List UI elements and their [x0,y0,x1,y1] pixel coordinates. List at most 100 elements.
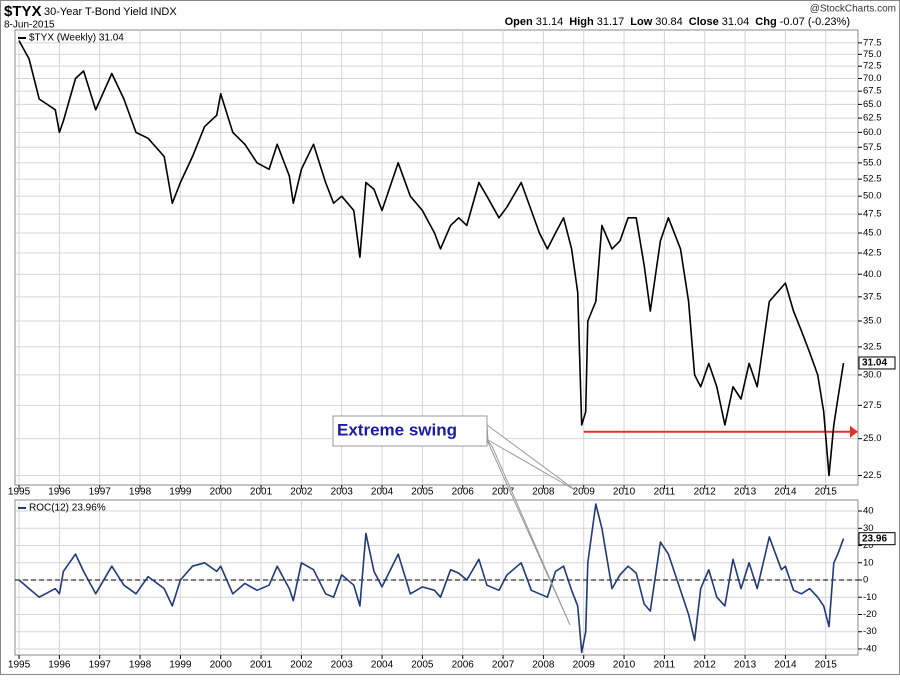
x-tick-label: 2012 [694,487,717,498]
y-tick-label: 25.0 [863,433,882,444]
callout-box [332,415,488,447]
chart-subtitle: 30-Year T-Bond Yield INDX [44,6,177,18]
x-tick-label: 1999 [169,487,192,498]
reference-arrow [850,425,858,438]
x-tick-label: 2004 [371,660,394,671]
last-value-box [858,356,896,370]
quote-value: 31.04 [722,16,750,28]
x-tick-label: 1998 [129,660,152,671]
y-tick-label: 30.0 [863,369,882,380]
x-tick-label: 2006 [452,487,475,498]
quote-label: Open [505,16,533,28]
x-tick-label: 2005 [411,487,434,498]
x-tick-label: 2001 [250,660,273,671]
x-tick-label: 2014 [774,487,797,498]
y-tick-label: 50.0 [863,191,882,202]
x-tick-label: 2008 [532,487,555,498]
x-tick-label: 1996 [48,660,71,671]
last-value-box [858,532,896,546]
x-tick-label: 1998 [129,487,152,498]
chart-title: $TYX [4,3,42,20]
y-tick-label: 52.5 [863,174,882,185]
x-tick-label: 2011 [654,660,676,671]
source: @StockCharts.com [810,4,896,15]
x-tick-label: 2006 [452,660,475,671]
series-line [18,40,845,477]
y-tick-label: 55.0 [863,157,882,168]
y-tick-label: 37.5 [863,291,882,302]
plot-frame [14,29,859,486]
callout: Extreme swing [332,415,576,626]
quote-value: 31.14 [536,16,564,28]
quote-label: High [569,16,594,28]
x-tick-label: 2001 [250,487,273,498]
x-tick-label: 2011 [654,487,676,498]
x-tick-label: 2000 [210,487,233,498]
x-tick-label: 2000 [210,660,233,671]
plot-frame [14,499,859,656]
y-tick-label: 62.5 [863,113,882,124]
series-line [18,503,845,654]
y-tick-label: 57.5 [863,142,882,153]
y-tick-label: 45.0 [863,228,882,239]
x-tick-label: 2013 [734,660,757,671]
y-tick-label: 40 [863,506,874,517]
y-tick-label: -10 [863,592,877,603]
last-value-label: 31.04 [862,358,887,369]
quote-label: Chg [755,16,776,28]
y-tick-label: 70.0 [863,73,882,84]
y-tick-label: -40 [863,643,877,654]
callout-pointer [486,439,571,626]
x-tick-label: 1997 [89,660,112,671]
y-tick-label: 40.0 [863,269,882,280]
x-tick-label: 2009 [573,660,596,671]
x-tick-label: 1995 [8,660,31,671]
y-tick-label: 35.0 [863,315,882,326]
x-tick-label: 2002 [290,660,313,671]
x-tick-label: 2013 [734,487,757,498]
y-tick-label: 22.5 [863,470,882,481]
last-value-label: 23.96 [862,533,887,544]
y-tick-label: 60.0 [863,127,882,138]
x-tick-label: 2007 [492,487,515,498]
legend-entry: $TYX (Weekly) 31.04 [29,33,124,44]
y-tick-label: -30 [863,626,877,637]
x-tick-label: 1997 [89,487,112,498]
y-tick-label: 0 [863,575,868,586]
y-tick-label: 65.0 [863,99,882,110]
y-tick-label: 72.5 [863,61,882,72]
x-tick-label: 2003 [331,487,354,498]
quote-label: Low [630,16,652,28]
y-tick-label: 20 [863,540,874,551]
x-tick-label: 1999 [169,660,192,671]
quote-value: -0.07 (-0.23%) [780,16,850,28]
x-tick-label: 2014 [774,660,797,671]
x-tick-label: 2002 [290,487,313,498]
y-tick-label: 77.5 [863,37,882,48]
x-tick-label: 2008 [532,660,555,671]
y-tick-label: 30 [863,523,874,534]
quote: Open 31.14 High 31.17 Low 30.84 Close 31.04 Chg -… [505,16,850,28]
x-tick-label: 2007 [492,660,515,671]
x-tick-label: 2012 [694,660,717,671]
y-tick-label: 32.5 [863,341,882,352]
x-tick-label: 2009 [573,487,596,498]
x-tick-label: 1995 [8,487,31,498]
x-tick-label: 2003 [331,660,354,671]
y-tick-label: 27.5 [863,400,882,411]
x-tick-label: 1996 [48,487,71,498]
x-tick-label: 2015 [815,487,838,498]
y-tick-label: -20 [863,609,877,620]
y-tick-label: 75.0 [863,49,882,60]
x-tick-label: 2010 [613,660,636,671]
x-tick-label: 2015 [815,660,838,671]
quote-value: 31.17 [597,16,625,28]
x-tick-label: 2004 [371,487,394,498]
y-tick-label: 47.5 [863,209,882,220]
legend-entry: ROC(12) 23.96% [29,503,106,514]
annotation: Extreme swing [337,420,457,439]
x-tick-label: 2005 [411,660,434,671]
